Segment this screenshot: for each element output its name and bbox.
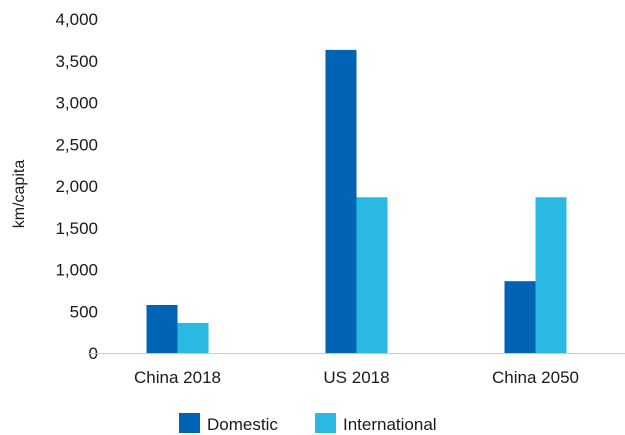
bar-international <box>535 197 567 353</box>
bars-group <box>146 49 567 354</box>
legend-swatch-domestic <box>179 413 200 433</box>
bar-domestic <box>504 281 536 353</box>
y-tick-label: 4,000 <box>55 10 98 29</box>
x-tick-labels: China 2018 US 2018 China 2050 <box>134 368 579 387</box>
legend-label: International <box>343 415 437 434</box>
bar-domestic <box>325 49 357 354</box>
y-tick-label: 3,000 <box>55 94 98 113</box>
y-axis-title-group: km/capita <box>11 160 28 229</box>
y-tick-label: 2,500 <box>55 135 98 154</box>
y-tick-label: 1,500 <box>55 219 98 238</box>
bar-international <box>356 197 388 353</box>
bar-domestic <box>146 304 178 353</box>
y-tick-label: 3,500 <box>55 52 98 71</box>
legend-swatch-international <box>315 413 336 433</box>
legend-label: Domestic <box>207 415 278 434</box>
y-tick-label: 2,000 <box>55 177 98 196</box>
x-tick-label: China 2018 <box>134 368 221 387</box>
y-tick-label: 1,000 <box>55 261 98 280</box>
x-tick-label: US 2018 <box>323 368 389 387</box>
bar-international <box>177 322 209 353</box>
y-axis-title: km/capita <box>11 160 28 229</box>
legend: Domestic International <box>179 413 437 434</box>
y-tick-label: 500 <box>70 302 98 321</box>
x-tick-label: China 2050 <box>492 368 579 387</box>
